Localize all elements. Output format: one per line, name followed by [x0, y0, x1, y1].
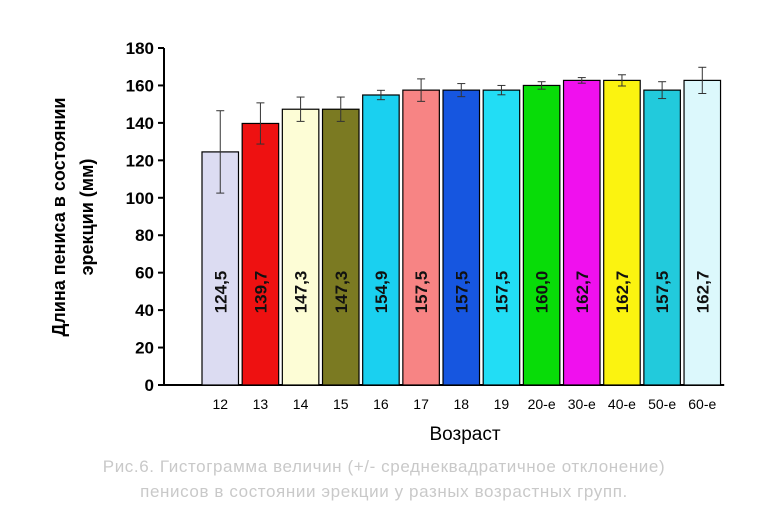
y-tick-label: 120 [126, 151, 154, 170]
bar-value-label: 160,0 [533, 271, 552, 314]
x-tick-label: 17 [413, 396, 429, 412]
bar-value-label: 157,5 [452, 271, 471, 314]
y-tick-label: 80 [135, 226, 154, 245]
x-tick-label: 12 [212, 396, 228, 412]
x-tick-label: 60-е [688, 396, 716, 412]
bar [562, 79, 601, 386]
y-tick-label: 60 [135, 264, 154, 283]
x-tick-label: 14 [293, 396, 309, 412]
bar [281, 108, 320, 386]
x-tick-label: 18 [453, 396, 469, 412]
bar-value-label: 157,5 [412, 271, 431, 314]
bar-value-label: 147,3 [332, 271, 351, 314]
bar-value-label: 157,5 [492, 271, 511, 314]
y-tick-label: 40 [135, 301, 154, 320]
bar-value-label: 162,7 [613, 271, 632, 314]
bar [402, 89, 440, 386]
bar-chart: 0 20 40 60 80 100 120 140 160 180 124,5 12 139,7 13 14… [49, 39, 725, 445]
bar [643, 89, 681, 386]
bar-value-label: 154,9 [372, 271, 391, 314]
bar [442, 89, 481, 386]
bar-value-label: 139,7 [251, 271, 270, 314]
bar [362, 94, 400, 386]
y-tick-label: 100 [126, 189, 154, 208]
y-tick-label: 160 [126, 76, 154, 95]
y-tick-label: 140 [126, 114, 154, 133]
y-tick-label: 0 [145, 376, 154, 395]
figure-caption-line-2: пенисов в состоянии эрекции у разных воз… [140, 482, 628, 501]
bar [522, 84, 561, 386]
x-tick-label: 20-е [528, 396, 556, 412]
x-tick-label: 13 [253, 396, 269, 412]
bar [603, 79, 641, 386]
y-axis-title-line-1: Длина пениса в состоянии [49, 98, 69, 337]
bar-value-label: 162,7 [573, 271, 592, 314]
y-tick-label: 20 [135, 339, 154, 358]
bar-value-label: 124,5 [211, 271, 230, 314]
y-axis-title-line-2: эрекции (мм) [77, 159, 97, 276]
bar [683, 79, 722, 386]
x-tick-label: 15 [333, 396, 349, 412]
x-tick-label: 40-е [608, 396, 636, 412]
bar [241, 122, 280, 386]
y-tick-label: 180 [126, 39, 154, 58]
bar [482, 89, 521, 386]
bar-value-label: 162,7 [693, 271, 712, 314]
figure-caption-line-1: Рис.6. Гистограмма величин (+/- среднекв… [102, 457, 666, 476]
bar [321, 108, 360, 386]
bar-value-label: 157,5 [653, 271, 672, 314]
x-tick-label: 16 [373, 396, 389, 412]
x-tick-label: 19 [494, 396, 510, 412]
bar-value-label: 147,3 [292, 271, 311, 314]
x-tick-label: 50-е [648, 396, 676, 412]
x-axis-title: Возраст [429, 424, 500, 445]
x-tick-label: 30-е [568, 396, 596, 412]
